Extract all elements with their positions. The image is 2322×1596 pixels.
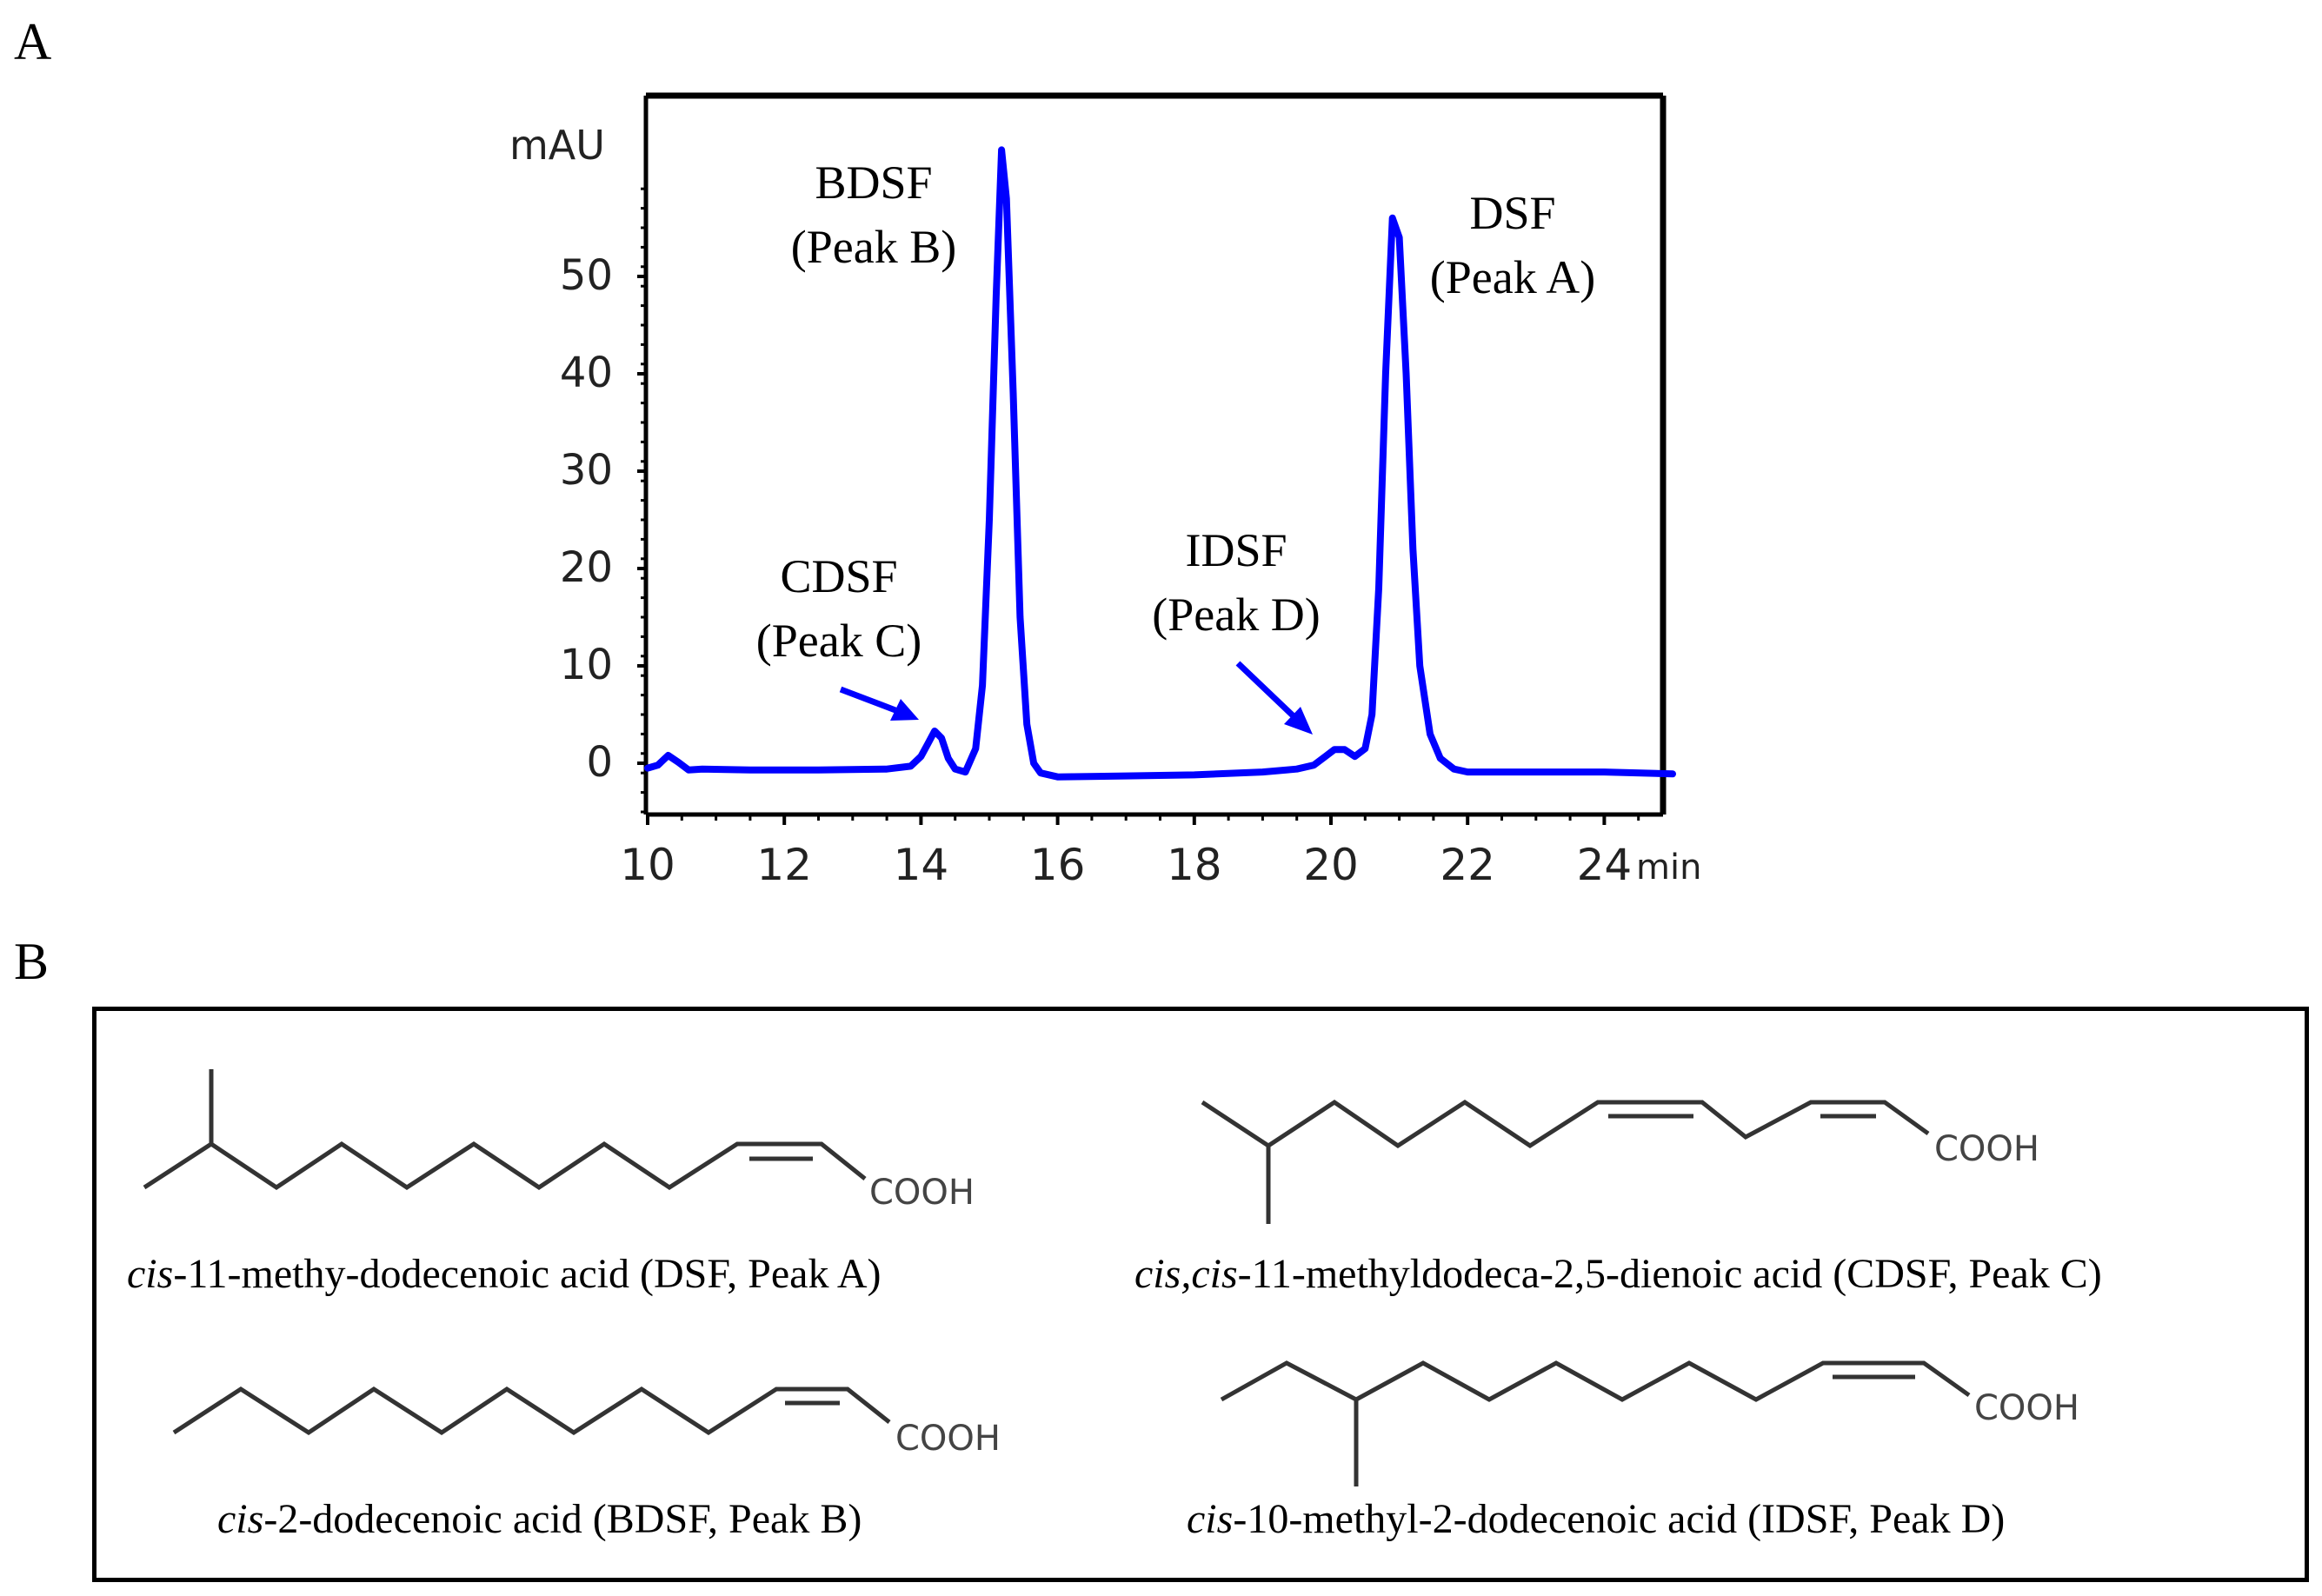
cdsf-caption-italic: cis,cis xyxy=(1134,1251,1238,1297)
x-axis-ticks: 10 12 14 16 18 20 22 24 xyxy=(620,815,1640,890)
bdsf-caption: cis-2-dodecenoic acid (BDSF, Peak B) xyxy=(217,1495,862,1543)
bdsf-cooh-label: COOH xyxy=(895,1419,1001,1459)
y-tick-label: 20 xyxy=(560,543,613,592)
x-axis-label: min xyxy=(1636,848,1701,888)
chromatogram-trace xyxy=(644,146,1676,781)
idsf-structure: COOH xyxy=(1220,1360,2079,1486)
dsf-structure: COOH xyxy=(143,1069,975,1213)
peak-b-label: (Peak B) xyxy=(791,221,956,273)
dsf-caption-italic: cis xyxy=(127,1251,174,1297)
x-tick-label: 12 xyxy=(756,840,812,890)
peak-d-name: IDSF xyxy=(1185,524,1287,576)
bdsf-caption-italic: cis xyxy=(217,1496,264,1542)
peak-c-name: CDSF xyxy=(780,550,897,602)
bdsf-caption-text: -2-dodecenoic acid (BDSF, Peak B) xyxy=(263,1496,862,1542)
peak-a-name: DSF xyxy=(1469,187,1555,239)
peak-d-arrow xyxy=(1235,661,1295,718)
x-tick-label: 16 xyxy=(1030,840,1086,890)
panel-label-b: B xyxy=(14,933,50,990)
peak-d-arrowhead xyxy=(1284,707,1313,735)
x-tick-label: 14 xyxy=(894,840,949,890)
y-tick-label: 10 xyxy=(560,641,613,689)
peak-a-label: (Peak A) xyxy=(1430,251,1595,303)
dsf-caption: cis-11-methy-dodecenoic acid (DSF, Peak … xyxy=(127,1250,881,1298)
peak-c-arrowhead xyxy=(890,699,919,721)
x-tick-label: 10 xyxy=(620,840,675,890)
y-tick-label: 30 xyxy=(560,446,613,495)
y-axis-label: mAU xyxy=(509,122,605,169)
x-tick-label: 20 xyxy=(1303,840,1359,890)
y-tick-label: 50 xyxy=(560,251,613,300)
y-axis-ticks: 0 10 20 30 40 50 xyxy=(560,187,646,814)
y-tick-label: 0 xyxy=(586,738,613,787)
idsf-cooh-label: COOH xyxy=(1974,1388,2079,1428)
panel-label-a: A xyxy=(14,13,52,70)
x-tick-label: 18 xyxy=(1167,840,1222,890)
peak-b-name: BDSF xyxy=(815,156,932,209)
cdsf-caption-text: -11-methyldodeca-2,5-dienoic acid (CDSF,… xyxy=(1237,1251,2102,1297)
idsf-caption-italic: cis xyxy=(1187,1496,1234,1542)
bdsf-structure: COOH xyxy=(172,1387,1001,1459)
cdsf-cooh-label: COOH xyxy=(1934,1129,2039,1169)
structures-box xyxy=(92,1007,2309,1582)
chromatogram-chart: 0 10 20 30 40 50 10 12 14 16 18 20 22 24 mAU min BDS… xyxy=(509,92,1701,890)
idsf-caption-text: -10-methyl-2-dodecenoic acid (IDSF, Peak… xyxy=(1233,1496,2006,1542)
y-tick-label: 40 xyxy=(560,349,613,397)
x-tick-label: 22 xyxy=(1440,840,1495,890)
idsf-caption: cis-10-methyl-2-dodecenoic acid (IDSF, P… xyxy=(1187,1495,2005,1543)
peak-c-arrow xyxy=(839,686,897,714)
dsf-cooh-label: COOH xyxy=(869,1173,975,1213)
cdsf-caption: cis,cis-11-methyldodeca-2,5-dienoic acid… xyxy=(1134,1250,2102,1298)
peak-c-label: (Peak C) xyxy=(756,615,921,667)
dsf-caption-text: -11-methy-dodecenoic acid (DSF, Peak A) xyxy=(173,1251,882,1297)
cdsf-structure: COOH xyxy=(1201,1099,2039,1224)
x-tick-label: 24 xyxy=(1577,840,1633,890)
peak-d-label: (Peak D) xyxy=(1152,589,1320,641)
